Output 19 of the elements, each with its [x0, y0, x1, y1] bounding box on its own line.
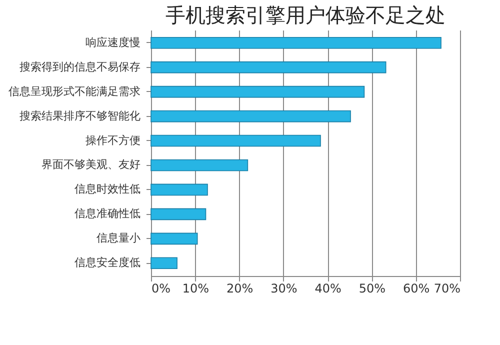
- y-tick-label: 信息准确性低: [74, 207, 140, 220]
- x-tick-label: 40%: [314, 282, 342, 296]
- x-tick-label: 50%: [358, 282, 386, 296]
- chart-title: 手机搜索引擎用户体验不足之处: [166, 3, 446, 27]
- x-tick-label: 0%: [152, 282, 171, 296]
- x-tick-label: 10%: [182, 282, 209, 296]
- y-tick-label: 搜索得到的信息不易保存: [20, 60, 140, 74]
- x-tick-label: 60%: [403, 282, 430, 296]
- x-tick-label: 20%: [226, 282, 254, 296]
- y-tick-label: 信息安全度低: [74, 256, 140, 270]
- y-tick-label: 信息量小: [96, 232, 140, 245]
- y-tick-label: 搜索结果排序不够智能化: [20, 109, 140, 122]
- x-tick-label: 30%: [270, 282, 298, 296]
- y-tick-label: 信息时效性低: [74, 182, 140, 196]
- y-tick-label: 响应速度慢: [86, 36, 140, 49]
- y-tick-label: 界面不够美观、友好: [42, 158, 140, 172]
- y-tick-label: 信息呈现形式不能满足需求: [8, 84, 140, 98]
- x-tick-label: 70%: [434, 282, 460, 296]
- y-tick-label: 操作不方便: [86, 134, 140, 147]
